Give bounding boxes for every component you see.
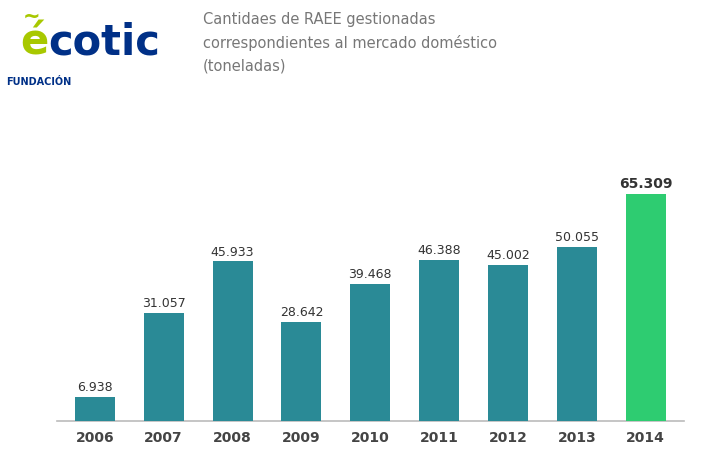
Text: 50.055: 50.055	[555, 231, 599, 244]
Text: 65.309: 65.309	[619, 177, 672, 191]
Bar	[626, 194, 666, 421]
Bar	[144, 313, 184, 421]
Text: Cantidaes de RAEE gestionadas: Cantidaes de RAEE gestionadas	[203, 12, 436, 27]
Text: 45.933: 45.933	[211, 246, 254, 258]
Bar	[281, 322, 321, 421]
Bar	[488, 264, 528, 421]
Bar	[419, 260, 459, 421]
Text: (toneladas): (toneladas)	[203, 58, 286, 73]
Text: cotic: cotic	[48, 21, 160, 63]
Text: correspondientes al mercado doméstico: correspondientes al mercado doméstico	[203, 35, 497, 51]
Text: 45.002: 45.002	[486, 249, 530, 262]
Text: 39.468: 39.468	[348, 268, 392, 281]
Bar	[213, 261, 253, 421]
Bar	[75, 397, 115, 421]
Text: 6.938: 6.938	[77, 381, 112, 394]
Text: ~: ~	[23, 7, 41, 27]
Text: é: é	[20, 21, 48, 63]
Text: 46.388: 46.388	[417, 244, 461, 257]
Text: FUNDACIÓN: FUNDACIÓN	[6, 77, 71, 87]
Bar	[557, 247, 597, 421]
Text: 31.057: 31.057	[142, 297, 186, 310]
Text: 28.642: 28.642	[280, 306, 323, 319]
Bar	[350, 284, 390, 421]
